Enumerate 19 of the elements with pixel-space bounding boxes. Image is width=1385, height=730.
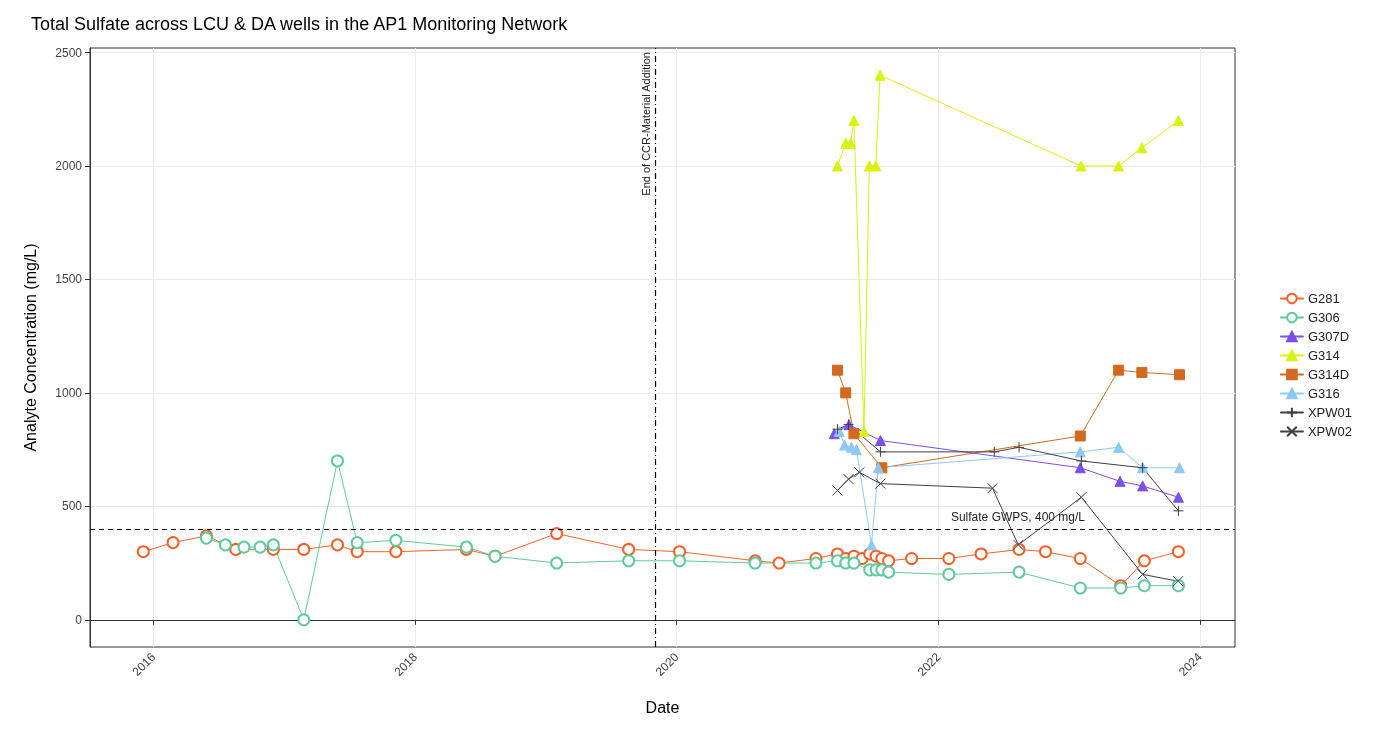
y-tick-label: 500 xyxy=(61,499,83,514)
y-tick-label: 0 xyxy=(75,612,83,627)
y-tick-label: 2000 xyxy=(55,158,83,173)
y-tick-label: 1500 xyxy=(55,272,83,287)
legend-label: G314D xyxy=(1307,367,1350,382)
y-tick-label: 2500 xyxy=(55,45,83,60)
y-axis-title: Analyte Concentration (mg/L) xyxy=(21,243,39,452)
legend-label: XPW02 xyxy=(1307,424,1353,439)
y-tick-label: 1000 xyxy=(55,385,83,400)
legend-label: G314 xyxy=(1307,348,1340,363)
x-axis-title: Date xyxy=(645,698,680,716)
legend-label: G316 xyxy=(1307,386,1340,401)
legend-label: XPW01 xyxy=(1307,405,1353,420)
ref-line-label: End of CCR-Material Addition xyxy=(640,52,653,196)
legend-label: G306 xyxy=(1307,310,1340,325)
ref-line-label: Sulfate GWPS, 400 mg/L xyxy=(950,510,1086,525)
legend-label: G281 xyxy=(1307,291,1340,306)
legend-label: G307D xyxy=(1307,329,1350,344)
chart-title: Total Sulfate across LCU & DA wells in the AP1 Monitoring Network xyxy=(31,14,569,34)
